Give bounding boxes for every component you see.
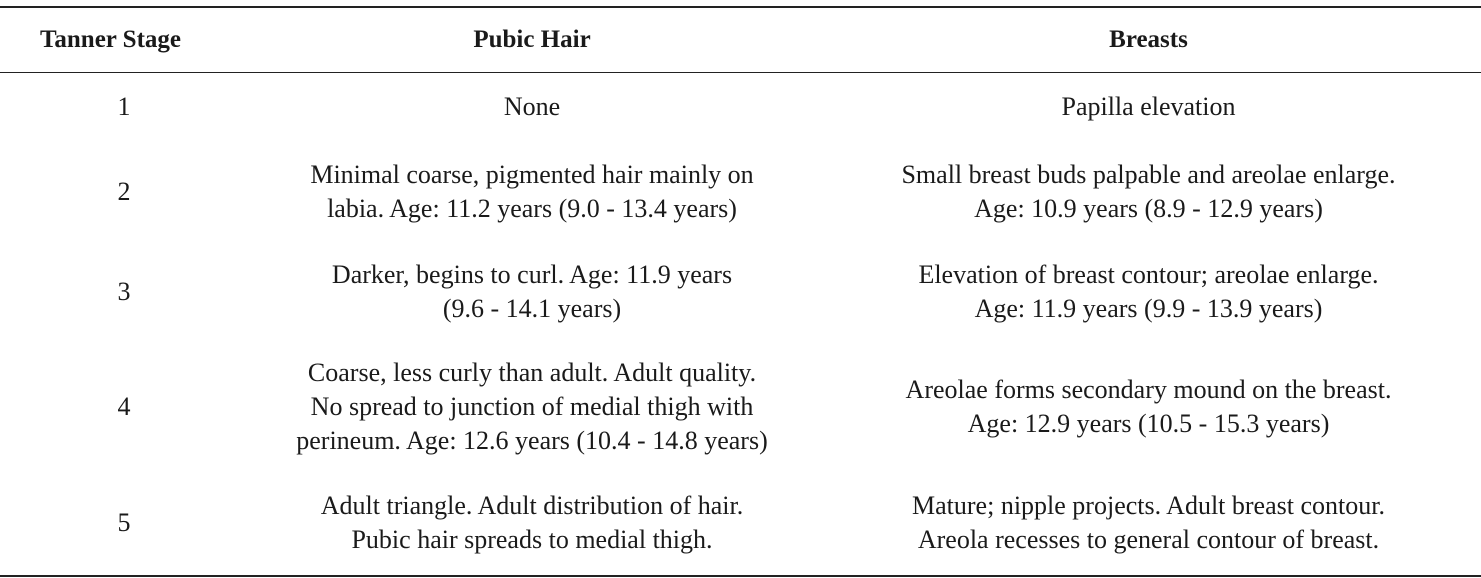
table-row: 2 Minimal coarse, pigmented hair mainly …	[0, 142, 1481, 242]
stage-number: 4	[117, 392, 131, 421]
header-pubic-hair: Pubic Hair	[473, 26, 591, 53]
breasts-text: Papilla elevation	[1061, 92, 1236, 121]
tanner-stage-table: Tanner Stage Pubic Hair Breasts 1 None P…	[0, 8, 1481, 573]
pubic-hair-cell: None	[248, 72, 816, 142]
pubic-hair-text: perineum. Age: 12.6 years (10.4 - 14.8 y…	[296, 426, 768, 455]
table-row: 5 Adult triangle. Adult distribution of …	[0, 472, 1481, 573]
breasts-cell: Papilla elevation	[816, 72, 1481, 142]
pubic-hair-cell: Minimal coarse, pigmented hair mainly on…	[248, 142, 816, 242]
pubic-hair-text: No spread to junction of medial thigh wi…	[310, 392, 754, 421]
breasts-cell: Elevation of breast contour; areolae enl…	[816, 242, 1481, 342]
breasts-text: Small breast buds palpable and areolae e…	[901, 160, 1396, 189]
breasts-cell: Small breast buds palpable and areolae e…	[816, 142, 1481, 242]
table-header-row: Tanner Stage Pubic Hair Breasts	[0, 8, 1481, 72]
breasts-text: Age: 10.9 years (8.9 - 12.9 years)	[974, 194, 1323, 223]
pubic-hair-text: Minimal coarse, pigmented hair mainly on	[310, 160, 754, 189]
pubic-hair-text: Darker, begins to curl. Age: 11.9 years	[331, 260, 733, 289]
stage-cell: 1	[0, 72, 248, 142]
breasts-text: Areolae forms secondary mound on the bre…	[905, 375, 1392, 404]
breasts-cell: Areolae forms secondary mound on the bre…	[816, 342, 1481, 472]
header-tanner-stage: Tanner Stage	[40, 26, 182, 53]
breasts-text: Age: 12.9 years (10.5 - 15.3 years)	[967, 409, 1330, 438]
stage-cell: 3	[0, 242, 248, 342]
table-bottom-rule	[0, 575, 1481, 577]
pubic-hair-text: labia. Age: 11.2 years (9.0 - 13.4 years…	[327, 194, 737, 223]
breasts-text: Elevation of breast contour; areolae enl…	[918, 260, 1379, 289]
header-breasts: Breasts	[1109, 26, 1188, 53]
breasts-text: Mature; nipple projects. Adult breast co…	[912, 490, 1385, 520]
stage-cell: 4	[0, 342, 248, 472]
table-row: 1 None Papilla elevation	[0, 72, 1481, 142]
pubic-hair-text: Pubic hair spreads to medial thigh.	[351, 524, 713, 554]
table-top-rule	[0, 6, 1481, 8]
stage-number: 1	[117, 92, 131, 121]
breasts-cell: Mature; nipple projects. Adult breast co…	[816, 472, 1481, 573]
pubic-hair-cell: Darker, begins to curl. Age: 11.9 years …	[248, 242, 816, 342]
pubic-hair-text: None	[503, 92, 561, 121]
stage-cell: 5	[0, 472, 248, 573]
table-row: 4 Coarse, less curly than adult. Adult q…	[0, 342, 1481, 472]
pubic-hair-text: Adult triangle. Adult distribution of ha…	[320, 490, 744, 520]
table-row: 3 Darker, begins to curl. Age: 11.9 year…	[0, 242, 1481, 342]
stage-number: 3	[117, 277, 131, 306]
breasts-text: Areola recesses to general contour of br…	[917, 524, 1380, 554]
pubic-hair-text: (9.6 - 14.1 years)	[442, 294, 622, 323]
pubic-hair-text: Coarse, less curly than adult. Adult qua…	[307, 358, 757, 387]
stage-number: 2	[117, 177, 131, 206]
breasts-text: Age: 11.9 years (9.9 - 13.9 years)	[974, 294, 1323, 323]
stage-cell: 2	[0, 142, 248, 242]
pubic-hair-cell: Coarse, less curly than adult. Adult qua…	[248, 342, 816, 472]
pubic-hair-cell: Adult triangle. Adult distribution of ha…	[248, 472, 816, 573]
table-header-rule	[0, 72, 1481, 73]
stage-number: 5	[117, 507, 131, 537]
